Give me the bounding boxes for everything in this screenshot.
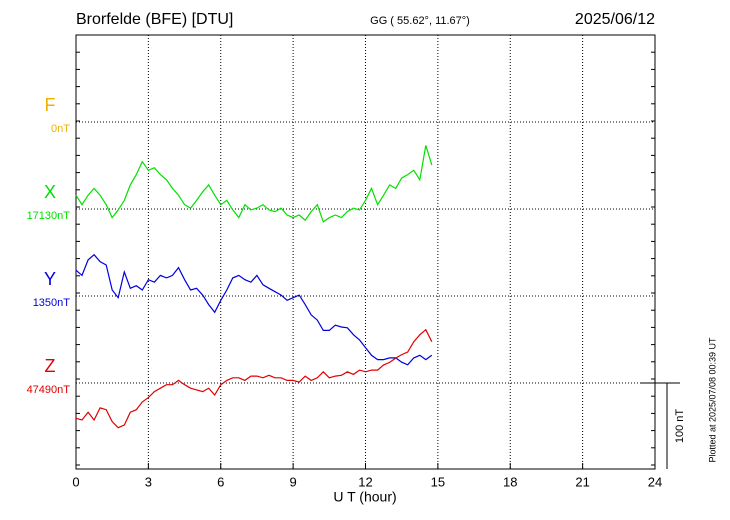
chart-subtitle: GG ( 55.62°, 11.67°) (370, 15, 470, 27)
x-tick-label: 15 (431, 474, 445, 489)
x-tick-label: 3 (145, 474, 152, 489)
x-tick-label: 0 (72, 474, 79, 489)
baseline-label: 0nT (51, 123, 70, 135)
baseline-label: 47490nT (27, 384, 71, 396)
x-tick-label: 6 (217, 474, 224, 489)
series-line (75, 253, 433, 366)
baseline-label: 17130nT (27, 210, 71, 222)
footnote: Plotted at 2025/07/08 00:39 UT (707, 337, 717, 463)
chart-title: Brorfelde (BFE) [DTU] (76, 11, 233, 28)
x-tick-label: 21 (575, 474, 589, 489)
series-name: F (45, 95, 56, 115)
series-name: X (44, 182, 56, 202)
x-tick-label: 12 (358, 474, 372, 489)
x-tick-label: 18 (503, 474, 517, 489)
x-axis-label: U T (hour) (333, 489, 396, 505)
x-tick-label: 9 (290, 474, 297, 489)
series-line (75, 328, 433, 429)
chart-date: 2025/06/12 (575, 11, 655, 28)
series-name: Y (44, 269, 56, 289)
scale-bar-label: 100 nT (674, 409, 686, 444)
series-name: Z (45, 356, 56, 376)
x-tick-label: 24 (648, 474, 662, 489)
series-line (75, 145, 433, 223)
baseline-label: 1350nT (33, 297, 71, 309)
